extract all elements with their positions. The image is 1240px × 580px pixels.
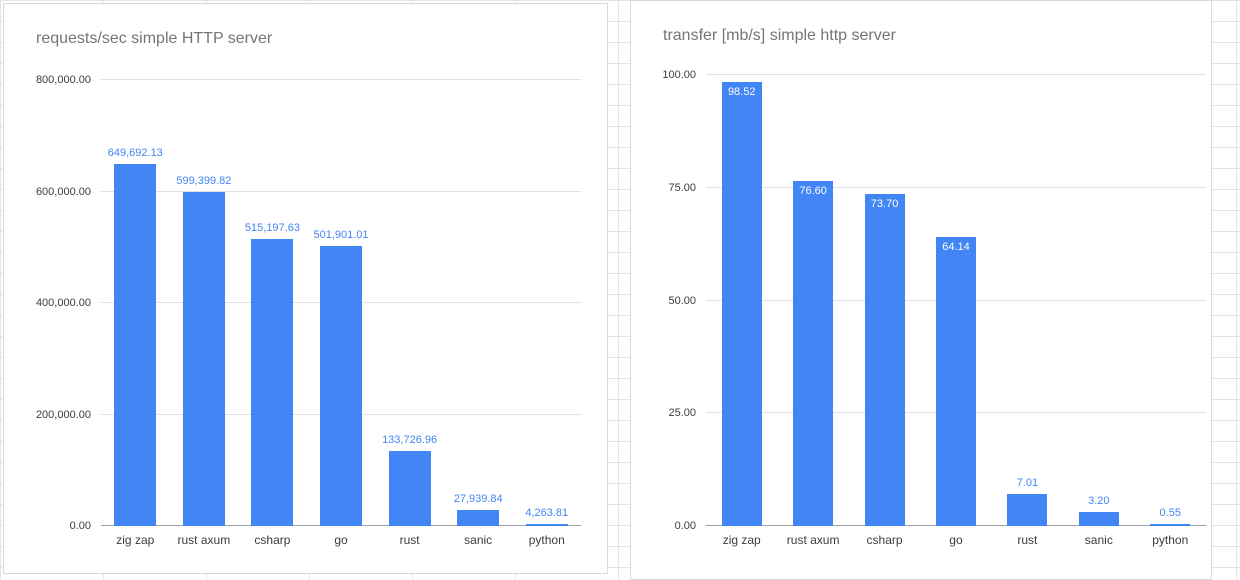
bar-value-label: 649,692.13 xyxy=(107,146,163,159)
x-axis-label: csharp xyxy=(254,533,291,547)
bar-rust-axum[interactable] xyxy=(793,180,834,526)
bar-slot: 501,901.01 go xyxy=(307,80,376,547)
bar-slot: 73.70 csharp xyxy=(849,75,920,547)
bar-series: 98.52 zig zap 76.60 rust axum 73.70 csharp 64.… xyxy=(706,75,1206,547)
bar-slot: 649,692.13 zig zap xyxy=(101,80,170,547)
bar-slot: 599,399.82 rust axum xyxy=(170,80,239,547)
x-axis-label: sanic xyxy=(1084,533,1113,547)
bar-slot: 3.20 sanic xyxy=(1063,75,1134,547)
bar-slot: 515,197.63 csharp xyxy=(238,80,307,547)
x-axis-label: python xyxy=(1152,533,1189,547)
bar-value-label: 515,197.63 xyxy=(244,221,300,234)
bar-rust-axum[interactable] xyxy=(182,191,225,526)
bar-csharp[interactable] xyxy=(251,238,294,526)
bar-zig-zap[interactable] xyxy=(721,81,762,526)
bar-sanic[interactable] xyxy=(457,510,500,526)
y-tick-label: 400,000.00 xyxy=(35,297,91,309)
bar-slot: 133,726.96 rust xyxy=(375,80,444,547)
plot-area: 0.00 25.00 50.00 75.00 100.00 98.52 zig zap 76.… xyxy=(662,69,1206,547)
x-axis-label: csharp xyxy=(866,533,903,547)
bar-value-label: 4,263.81 xyxy=(525,506,569,519)
bar-value-label: 73.70 xyxy=(870,197,899,210)
bar-value-label: 501,901.01 xyxy=(313,229,369,242)
x-axis-label: go xyxy=(949,533,963,547)
chart-transfer-mbs[interactable]: transfer [mb/s] simple http server 0.00 2… xyxy=(630,0,1212,580)
chart-requests-per-sec[interactable]: requests/sec simple HTTP server 0.00 200,… xyxy=(3,3,608,574)
x-axis-label: rust axum xyxy=(786,533,840,547)
bar-value-label: 133,726.96 xyxy=(382,434,438,447)
bar-zig-zap[interactable] xyxy=(114,163,157,526)
x-axis-label: rust axum xyxy=(177,533,231,547)
bar-rust[interactable] xyxy=(388,451,431,526)
bar-go[interactable] xyxy=(935,236,976,526)
bar-slot: 98.52 zig zap xyxy=(706,75,777,547)
bar-value-label: 3.20 xyxy=(1088,494,1110,507)
x-axis-label: python xyxy=(528,533,565,547)
bar-slot: 0.55 python xyxy=(1135,75,1206,547)
x-axis-label: zig zap xyxy=(722,533,761,547)
bar-python[interactable] xyxy=(525,523,568,526)
x-axis-label: sanic xyxy=(464,533,493,547)
y-tick-label: 100.00 xyxy=(662,69,696,81)
bar-slot: 27,939.84 sanic xyxy=(444,80,513,547)
y-tick-label: 800,000.00 xyxy=(35,74,91,86)
x-axis-label: go xyxy=(334,533,348,547)
gridline xyxy=(706,74,1206,75)
y-tick-label: 75.00 xyxy=(668,181,696,194)
bar-slot: 4,263.81 python xyxy=(512,80,581,547)
gridline xyxy=(101,190,581,192)
bar-value-label: 98.52 xyxy=(727,85,756,98)
bar-value-label: 599,399.82 xyxy=(176,174,232,187)
x-axis-label: rust xyxy=(399,533,420,547)
bar-value-label: 27,939.84 xyxy=(453,493,503,506)
y-tick-label: 0.00 xyxy=(674,520,696,532)
bar-slot: 7.01 rust xyxy=(992,75,1063,547)
gridline xyxy=(706,186,1206,188)
y-tick-label: 600,000.00 xyxy=(35,185,91,198)
bar-slot: 64.14 go xyxy=(920,75,991,547)
plot-area: 0.00 200,000.00 400,000.00 600,000.00 800,00… xyxy=(36,74,581,547)
bar-slot: 76.60 rust axum xyxy=(777,75,848,547)
x-axis-label: zig zap xyxy=(116,533,155,547)
bar-sanic[interactable] xyxy=(1078,511,1119,526)
y-tick-label: 50.00 xyxy=(668,294,696,307)
bar-value-label: 64.14 xyxy=(942,240,970,253)
bar-rust[interactable] xyxy=(1007,494,1048,526)
bar-value-label: 0.55 xyxy=(1159,506,1181,519)
bar-go[interactable] xyxy=(320,246,363,526)
y-tick-label: 0.00 xyxy=(69,520,91,532)
x-axis-label: rust xyxy=(1017,533,1038,547)
y-tick-label: 25.00 xyxy=(668,407,696,420)
bar-csharp[interactable] xyxy=(864,193,905,526)
gridline xyxy=(101,79,581,80)
chart-title: transfer [mb/s] simple http server xyxy=(663,27,896,44)
chart-title: requests/sec simple HTTP server xyxy=(36,30,273,47)
bar-value-label: 76.60 xyxy=(799,184,827,197)
bar-series: 649,692.13 zig zap 599,399.82 rust axum 515,… xyxy=(101,80,581,547)
bar-value-label: 7.01 xyxy=(1016,477,1039,490)
y-tick-label: 200,000.00 xyxy=(35,408,91,421)
bar-python[interactable] xyxy=(1150,523,1191,526)
